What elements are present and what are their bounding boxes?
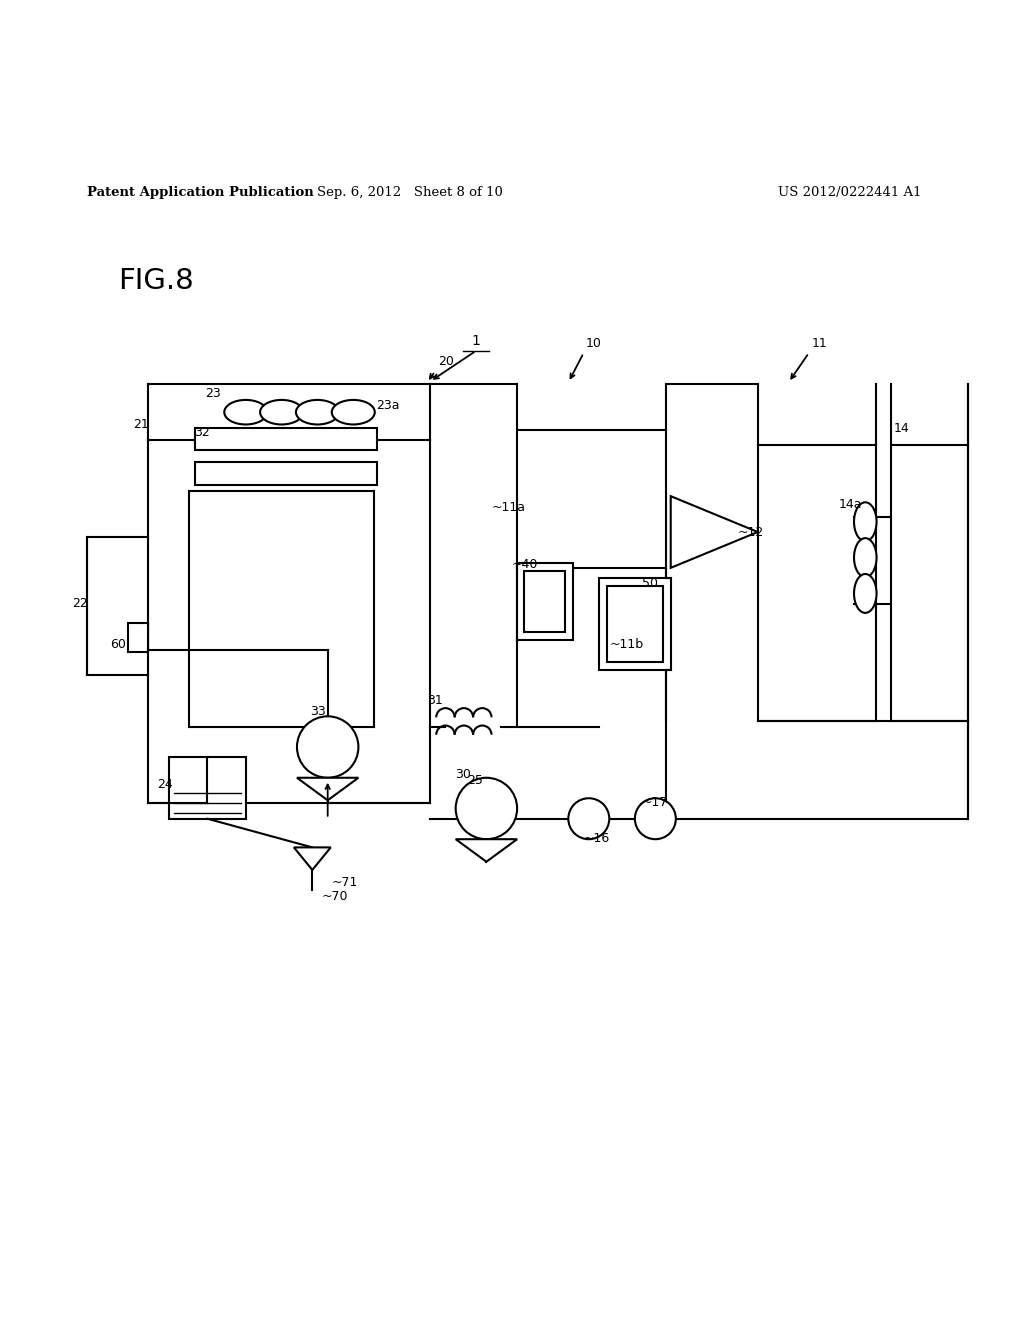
Text: ~71: ~71 [332,875,358,888]
Text: 32: 32 [195,426,210,440]
Bar [891,445,968,722]
Ellipse shape [854,539,877,577]
Circle shape [635,799,676,840]
Circle shape [568,799,609,840]
Text: ~16: ~16 [584,832,610,845]
Text: ~17: ~17 [642,796,669,809]
Text: FIG.8: FIG.8 [118,267,194,296]
Ellipse shape [854,574,877,612]
Ellipse shape [332,400,375,425]
Text: 33: 33 [310,705,326,718]
Polygon shape [297,777,358,800]
Bar [517,429,666,568]
Circle shape [297,717,358,777]
Circle shape [456,777,517,840]
Bar [607,586,663,663]
Bar [169,758,246,818]
Text: 31: 31 [427,694,442,708]
Bar [524,572,565,632]
Text: ~12: ~12 [737,525,764,539]
Bar [195,462,377,484]
Text: 30: 30 [455,768,471,781]
Bar [128,623,148,652]
Text: 23: 23 [205,387,220,400]
Text: 14: 14 [894,422,909,436]
Text: 14a: 14a [839,498,862,511]
Polygon shape [294,847,331,870]
Text: ~11b: ~11b [609,638,643,651]
Text: 21: 21 [133,418,148,430]
Ellipse shape [854,503,877,541]
Bar [517,562,573,639]
Bar [758,445,876,722]
Ellipse shape [296,400,339,425]
Bar [599,578,671,671]
Text: ~40: ~40 [512,558,539,572]
Text: 1: 1 [472,334,480,347]
Text: Sep. 6, 2012   Sheet 8 of 10: Sep. 6, 2012 Sheet 8 of 10 [316,186,503,198]
Ellipse shape [260,400,303,425]
Text: US 2012/0222441 A1: US 2012/0222441 A1 [778,186,922,198]
Ellipse shape [224,400,267,425]
Text: 24: 24 [157,779,172,792]
Text: ~70: ~70 [322,890,348,903]
Bar [87,537,148,676]
Text: 23a: 23a [376,399,399,412]
Text: 22: 22 [72,597,87,610]
Text: ~11a: ~11a [492,500,525,513]
Polygon shape [671,496,758,568]
Polygon shape [456,840,517,862]
Text: 20: 20 [438,355,455,368]
Text: 25: 25 [467,775,483,787]
Text: Patent Application Publication: Patent Application Publication [87,186,313,198]
Text: 50: 50 [642,577,658,590]
Bar [195,428,377,450]
Text: 11: 11 [812,337,827,350]
Text: 10: 10 [586,337,602,350]
Text: 60: 60 [111,638,127,651]
